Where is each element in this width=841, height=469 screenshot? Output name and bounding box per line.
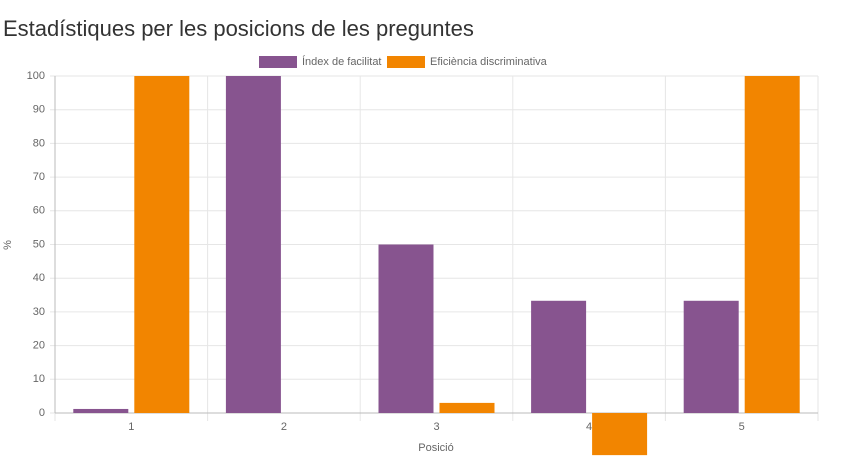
y-tick-label: 20 [33, 340, 45, 352]
bar [439, 402, 495, 413]
legend-label: Eficiència discriminativa [430, 56, 548, 68]
bar [225, 76, 281, 413]
x-tick-label: 1 [128, 421, 134, 433]
bar [744, 76, 800, 413]
y-tick-label: 50 [33, 238, 45, 250]
x-tick-label: 2 [281, 421, 287, 433]
y-axis-label: % [2, 240, 14, 250]
legend-swatch [387, 56, 425, 68]
bar [73, 408, 129, 413]
x-tick-label: 4 [586, 421, 592, 433]
x-tick-label: 3 [433, 421, 439, 433]
x-tick-label: 5 [739, 421, 745, 433]
y-tick-label: 0 [39, 407, 45, 419]
legend-swatch [259, 56, 297, 68]
bar [134, 76, 190, 413]
y-tick-label: 100 [27, 70, 45, 82]
bar [531, 300, 587, 413]
bar [592, 413, 648, 456]
y-tick-label: 40 [33, 272, 45, 284]
y-tick-label: 60 [33, 205, 45, 217]
y-tick-label: 90 [33, 104, 45, 116]
y-tick-label: 80 [33, 137, 45, 149]
x-axis-label: Posició [418, 442, 453, 454]
bar [683, 300, 739, 413]
legend-label: Índex de facilitat [302, 55, 382, 68]
chart-title: Estadístiques per les posicions de les p… [3, 16, 474, 41]
y-tick-label: 70 [33, 171, 45, 183]
y-tick-label: 30 [33, 306, 45, 318]
y-tick-label: 10 [33, 373, 45, 385]
bar [378, 244, 434, 413]
